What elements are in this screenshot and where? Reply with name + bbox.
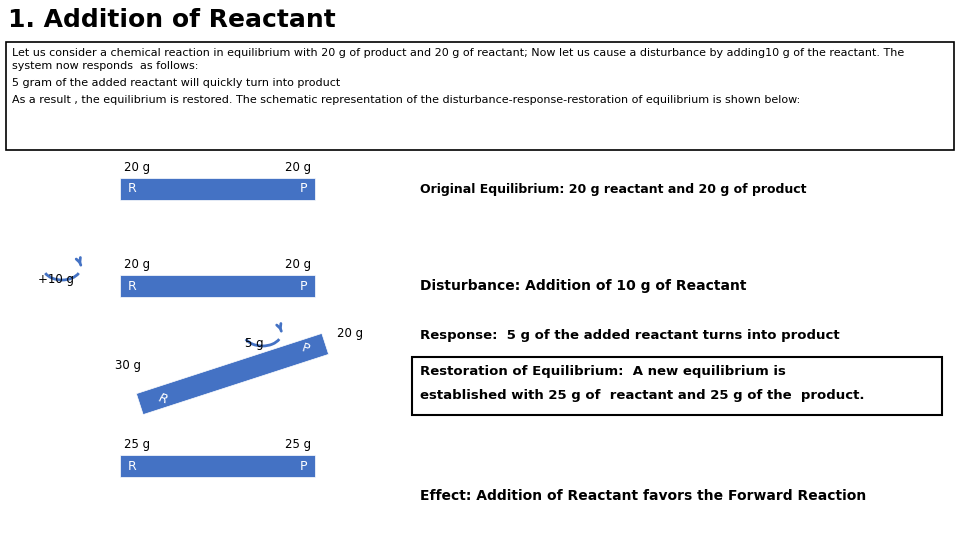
Text: P: P <box>300 280 307 293</box>
Text: 20 g: 20 g <box>337 327 363 340</box>
Text: 25 g: 25 g <box>124 438 150 451</box>
Text: R: R <box>128 460 136 472</box>
Text: P: P <box>300 341 311 356</box>
Text: R: R <box>128 183 136 195</box>
FancyBboxPatch shape <box>120 275 315 297</box>
FancyBboxPatch shape <box>412 357 942 415</box>
Polygon shape <box>136 333 328 415</box>
FancyBboxPatch shape <box>120 178 315 200</box>
Text: Let us consider a chemical reaction in equilibrium with 20 g of product and 20 g: Let us consider a chemical reaction in e… <box>12 48 904 58</box>
Text: +10 g: +10 g <box>38 273 74 286</box>
FancyBboxPatch shape <box>120 455 315 477</box>
Text: R: R <box>156 391 169 406</box>
Text: R: R <box>128 280 136 293</box>
Text: Effect: Addition of Reactant favors the Forward Reaction: Effect: Addition of Reactant favors the … <box>420 489 866 503</box>
Text: Disturbance: Addition of 10 g of Reactant: Disturbance: Addition of 10 g of Reactan… <box>420 279 747 293</box>
Text: 20 g: 20 g <box>285 258 311 271</box>
Text: P: P <box>300 183 307 195</box>
Text: 1. Addition of Reactant: 1. Addition of Reactant <box>8 8 336 32</box>
Text: Response:  5 g of the added reactant turns into product: Response: 5 g of the added reactant turn… <box>420 328 840 341</box>
Text: 20 g: 20 g <box>124 161 150 174</box>
Text: 30 g: 30 g <box>115 359 141 372</box>
Text: 25 g: 25 g <box>285 438 311 451</box>
Text: As a result , the equilibrium is restored. The schematic representation of the d: As a result , the equilibrium is restore… <box>12 95 801 105</box>
Text: 5 g: 5 g <box>245 336 264 349</box>
Text: 20 g: 20 g <box>124 258 150 271</box>
Text: 20 g: 20 g <box>285 161 311 174</box>
Text: P: P <box>300 460 307 472</box>
Text: system now responds  as follows:: system now responds as follows: <box>12 61 199 71</box>
FancyBboxPatch shape <box>6 42 954 150</box>
Text: Restoration of Equilibrium:  A new equilibrium is: Restoration of Equilibrium: A new equili… <box>420 364 786 377</box>
Text: Original Equilibrium: 20 g reactant and 20 g of product: Original Equilibrium: 20 g reactant and … <box>420 183 806 195</box>
Text: 5 gram of the added reactant will quickly turn into product: 5 gram of the added reactant will quickl… <box>12 78 340 88</box>
Text: established with 25 g of  reactant and 25 g of the  product.: established with 25 g of reactant and 25… <box>420 388 865 402</box>
